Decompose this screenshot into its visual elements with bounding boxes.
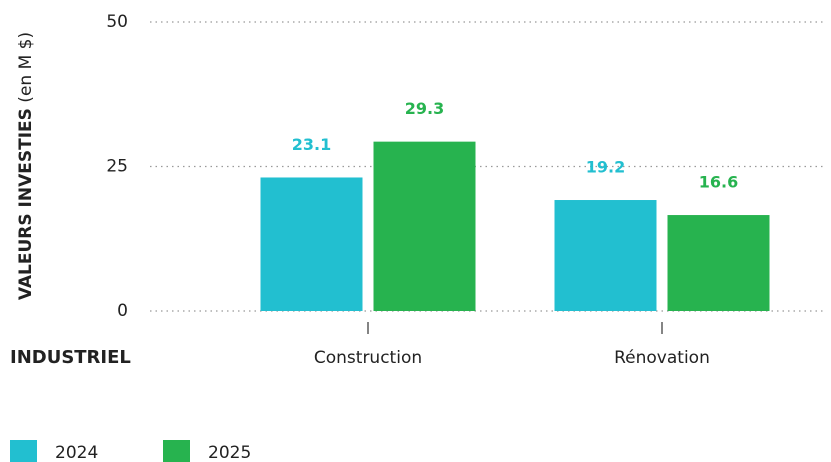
x-tick-label: Construction	[314, 348, 422, 368]
y-tick-label: 0	[117, 301, 128, 321]
legend-swatch	[163, 440, 190, 462]
legend-swatch	[10, 440, 37, 462]
bar	[667, 215, 770, 311]
y-axis-label-unit: (en M $)	[16, 32, 36, 103]
value-label: 23.1	[292, 135, 331, 154]
value-label: 29.3	[405, 99, 444, 118]
legend-label: 2025	[208, 443, 251, 462]
y-tick-label: 25	[106, 157, 128, 177]
value-label: 16.6	[699, 173, 738, 192]
bar	[554, 200, 657, 311]
legend-label: 2024	[55, 443, 98, 462]
x-group-label: INDUSTRIEL	[10, 347, 131, 368]
y-axis-label-main: VALEURS INVESTIES	[16, 108, 36, 300]
x-tick-label: Rénovation	[614, 348, 710, 368]
bar	[373, 141, 476, 311]
value-label: 19.2	[586, 158, 625, 177]
bar	[260, 177, 363, 311]
y-axis-label: VALEURS INVESTIES (en M $)	[16, 32, 36, 300]
y-tick-label: 50	[106, 12, 128, 32]
